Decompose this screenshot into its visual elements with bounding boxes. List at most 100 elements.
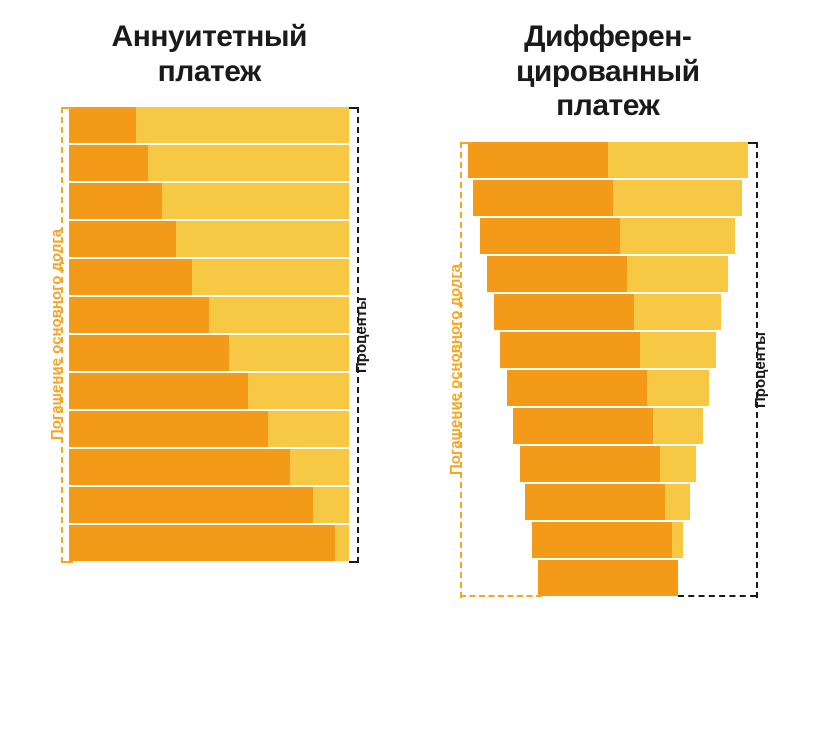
bar [69, 221, 349, 257]
panel-differentiated: Дифферен- цированный платеж Погашение ос… [409, 20, 808, 727]
bar [69, 297, 349, 333]
segment-interest [290, 449, 349, 485]
bar [513, 408, 703, 444]
segment-interest [229, 335, 349, 371]
bar [69, 107, 349, 143]
bar-row [69, 411, 349, 449]
segment-interest [136, 107, 349, 143]
bars-annuity [69, 107, 349, 563]
segment-principal [532, 522, 672, 558]
panel-annuity: Аннуитетный платеж Погашение основного д… [10, 20, 409, 727]
bar [520, 446, 696, 482]
bar-row [69, 525, 349, 563]
segment-interest [634, 294, 721, 330]
segment-interest [176, 221, 350, 257]
bar [69, 259, 349, 295]
segment-interest [192, 259, 349, 295]
bar-row [69, 221, 349, 259]
bar-row [69, 487, 349, 525]
bar-row [468, 408, 748, 446]
bar-row [69, 449, 349, 487]
segment-principal [487, 256, 627, 292]
bar-row [69, 335, 349, 373]
bar-row [468, 560, 748, 598]
bar [69, 145, 349, 181]
bar-row [468, 218, 748, 256]
bar-row [468, 446, 748, 484]
label-interest-right: Проценты [748, 142, 773, 598]
segment-principal [520, 446, 660, 482]
bar [538, 560, 678, 596]
segment-interest [162, 183, 350, 219]
segment-interest [268, 411, 349, 447]
bar-row [468, 180, 748, 218]
bar [69, 335, 349, 371]
segment-principal [538, 560, 678, 596]
segment-interest [620, 218, 735, 254]
bar [487, 256, 728, 292]
segment-interest [640, 332, 716, 368]
bar-row [69, 259, 349, 297]
segment-principal [69, 259, 192, 295]
segment-interest [660, 446, 696, 482]
segment-interest [209, 297, 349, 333]
segment-principal [500, 332, 640, 368]
bar [468, 142, 748, 178]
segment-interest [313, 487, 349, 523]
bar [69, 411, 349, 447]
bar-row [468, 332, 748, 370]
segment-principal [468, 142, 608, 178]
segment-principal [69, 145, 147, 181]
bar-row [69, 107, 349, 145]
bar [480, 218, 735, 254]
bar-row [69, 373, 349, 411]
bar [532, 522, 683, 558]
bar-row [468, 142, 748, 180]
bar-row [468, 294, 748, 332]
segment-principal [69, 221, 175, 257]
segment-interest [335, 525, 349, 561]
segment-principal [69, 297, 209, 333]
segment-interest [672, 522, 683, 558]
segment-interest [653, 408, 703, 444]
title-annuity: Аннуитетный платеж [112, 20, 307, 89]
bar-row [468, 484, 748, 522]
segment-interest [608, 142, 748, 178]
bar-row [69, 297, 349, 335]
bars-inner [468, 142, 748, 598]
segment-interest [248, 373, 349, 409]
label-interest-left: Проценты [349, 107, 374, 563]
label-principal-right: Погашение основного долга [443, 142, 468, 598]
segment-principal [507, 370, 647, 406]
bar [525, 484, 690, 520]
bar-row [468, 522, 748, 560]
label-principal-left: Погашение основного долга [44, 107, 69, 563]
bar [507, 370, 709, 406]
segment-interest [613, 180, 742, 216]
bars-differentiated [468, 142, 748, 598]
bar-row [69, 145, 349, 183]
segment-interest [627, 256, 728, 292]
bar [69, 373, 349, 409]
chart-differentiated: Погашение основного долга Проценты [443, 142, 773, 598]
bar [500, 332, 716, 368]
bar [69, 487, 349, 523]
title-differentiated: Дифферен- цированный платеж [516, 20, 700, 124]
segment-principal [480, 218, 620, 254]
segment-interest [148, 145, 350, 181]
bar-row [468, 370, 748, 408]
segment-principal [69, 107, 136, 143]
segment-interest [647, 370, 709, 406]
segment-principal [513, 408, 653, 444]
bar-row [468, 256, 748, 294]
segment-interest [665, 484, 690, 520]
segment-principal [69, 335, 229, 371]
bar [494, 294, 721, 330]
bar [473, 180, 742, 216]
bars-inner [69, 107, 349, 563]
segment-principal [525, 484, 665, 520]
segment-principal [69, 487, 313, 523]
segment-principal [473, 180, 613, 216]
segment-principal [69, 373, 248, 409]
bar [69, 183, 349, 219]
